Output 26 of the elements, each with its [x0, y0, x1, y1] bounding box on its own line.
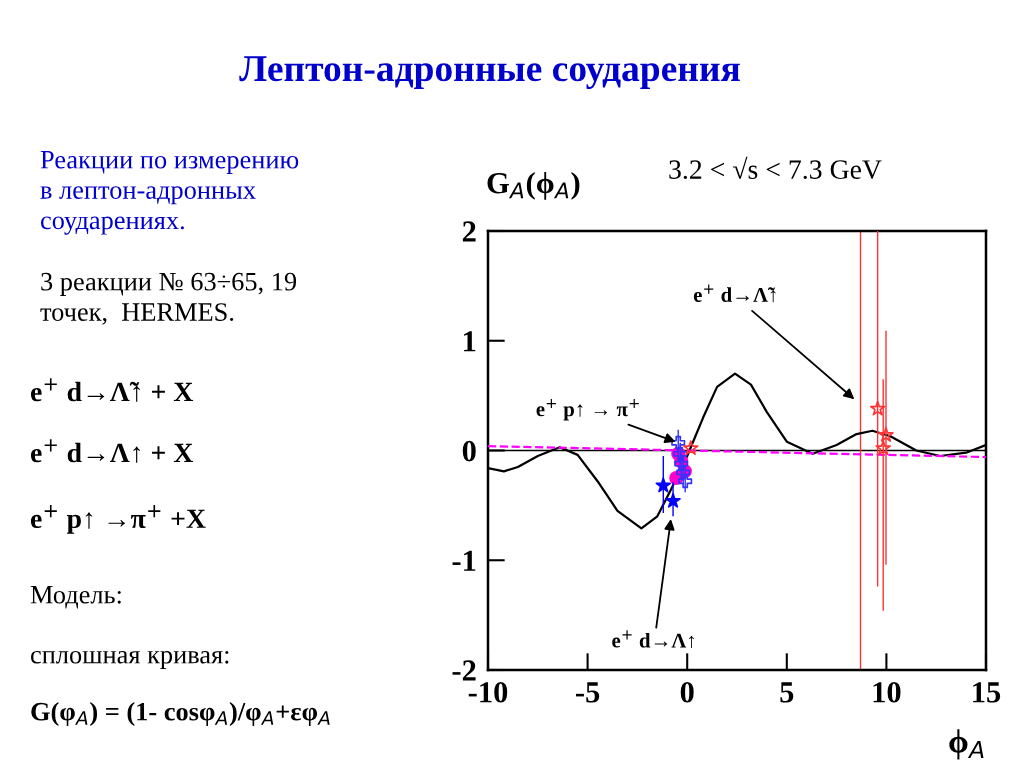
x-tick-label: -5: [575, 682, 600, 703]
text: сплошная кривая:: [31, 650, 229, 669]
text: G(φ$_{A}$) = (1- cosφ$_{A}$)/φ$_{A}$+εφ$_{A}$: [31, 702, 330, 726]
x-tick-label: -10: [468, 681, 508, 703]
x-tick-label: 5: [780, 682, 794, 703]
y-tick-label: -1: [452, 550, 476, 571]
text: 3 реакции № 63÷65, 19 точек, HERMES.: [40, 272, 297, 325]
y-tick-label: 1: [464, 331, 476, 352]
chart-title: Лептон-адронные соударения: [239, 56, 740, 89]
y-axis-title: G$_{A}$(ϕ$_{A}$): [487, 171, 580, 200]
y-tick-label: 2: [462, 221, 476, 242]
x-axis-title: ϕ$_{A}$: [949, 729, 984, 760]
text: e$^{+}$ d→Λ↑ + X: [30, 439, 194, 463]
text: e$^{+}$ p↑ →π$^{+}$ +X: [30, 505, 206, 534]
y-tick-label: 0: [462, 440, 476, 462]
x-tick-label: 15: [973, 682, 1001, 703]
text: Модель:: [30, 586, 121, 609]
x-tick-label: 10: [873, 681, 901, 703]
annotation: e$^{+}$ d→Λ↑: [612, 630, 694, 649]
text: e$^{+}$ d→Λ̃↑ + X: [30, 378, 194, 402]
annotation: e$^{+}$ d→Λ̃↑: [693, 284, 776, 303]
text: Реакции по измерению в лептон-адронных соударениях.: [40, 151, 299, 235]
annotation: e$^{+}$ p↑ → π$^{+}$: [536, 398, 639, 421]
y-tick-label: -2: [452, 660, 476, 681]
x-tick-label: 0: [680, 681, 694, 703]
chart-subtitle: 3.2 < √s < 7.3 GeV: [669, 156, 882, 180]
